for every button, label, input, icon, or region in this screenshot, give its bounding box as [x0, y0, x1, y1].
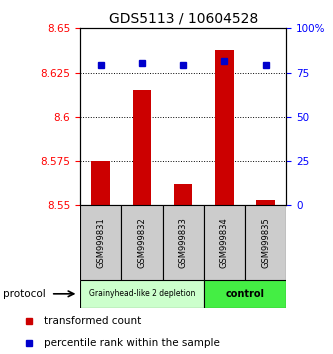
Bar [215, 50, 234, 205]
Bar [80, 205, 121, 280]
Bar [256, 200, 275, 205]
Bar [163, 205, 204, 280]
Text: GSM999832: GSM999832 [137, 217, 147, 268]
Bar [133, 90, 151, 205]
Bar [245, 205, 286, 280]
Text: GSM999831: GSM999831 [96, 217, 105, 268]
Bar [204, 280, 286, 308]
Bar [174, 184, 192, 205]
Bar [91, 161, 110, 205]
Text: protocol: protocol [3, 289, 46, 299]
Text: Grainyhead-like 2 depletion: Grainyhead-like 2 depletion [89, 289, 195, 298]
Bar [121, 205, 163, 280]
Text: percentile rank within the sample: percentile rank within the sample [44, 338, 220, 348]
Text: transformed count: transformed count [44, 316, 142, 326]
Title: GDS5113 / 10604528: GDS5113 / 10604528 [109, 12, 258, 26]
Text: GSM999834: GSM999834 [220, 217, 229, 268]
Bar [80, 280, 204, 308]
Text: GSM999833: GSM999833 [178, 217, 188, 268]
Text: control: control [225, 289, 265, 299]
Bar [204, 205, 245, 280]
Text: GSM999835: GSM999835 [261, 217, 270, 268]
